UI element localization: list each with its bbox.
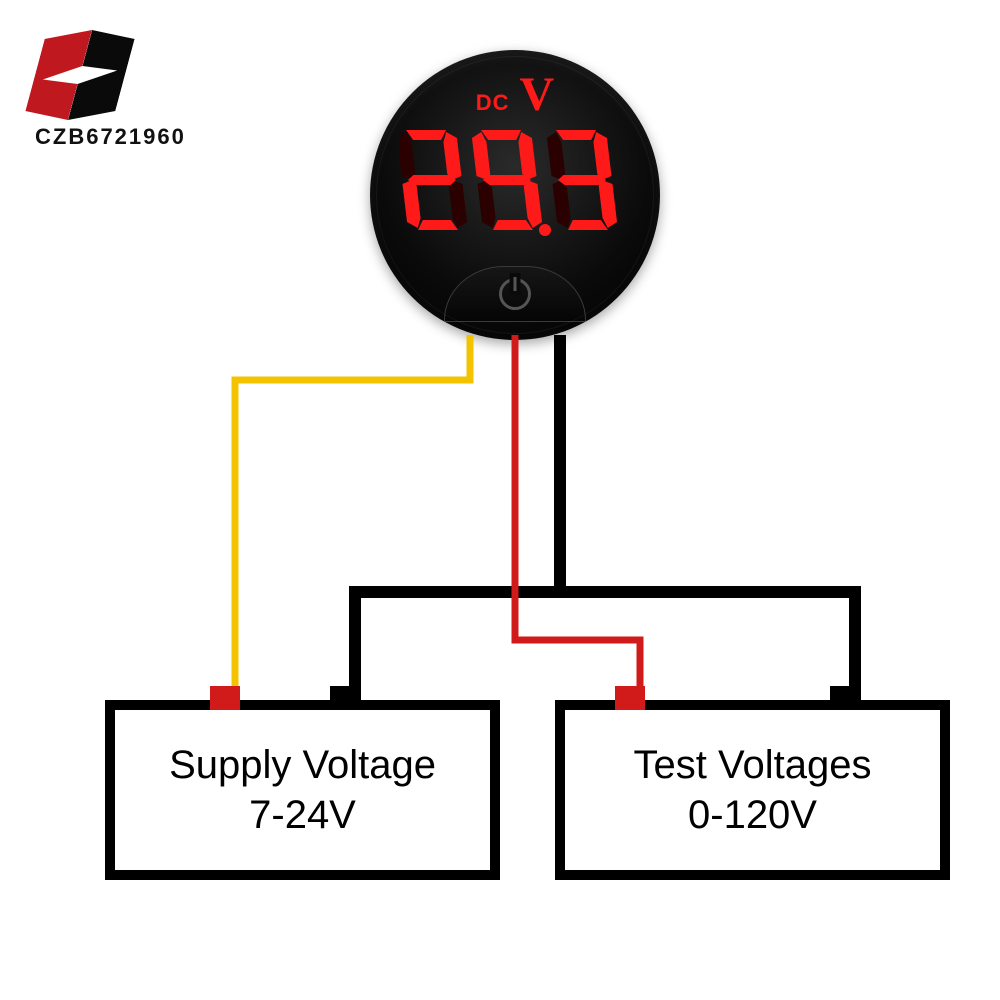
brand-logo: CZB6721960 [35, 30, 186, 150]
touch-button[interactable] [444, 266, 586, 322]
brand-code: CZB6721960 [35, 124, 186, 150]
test-range: 0-120V [688, 790, 817, 840]
test-negative-terminal [830, 686, 860, 710]
supply-negative-terminal [330, 686, 360, 710]
supply-voltage-box: Supply Voltage 7-24V [105, 700, 500, 880]
test-voltage-box: Test Voltages 0-120V [555, 700, 950, 880]
meter-header: DC V [476, 76, 554, 116]
test-positive-terminal [615, 686, 645, 710]
supply-positive-terminal [210, 686, 240, 710]
seven-segment-display [400, 120, 630, 240]
power-icon [499, 278, 531, 310]
unit-label: V [520, 76, 555, 114]
diagram-canvas: { "watermark": { "code": "CZB6721960", "… [0, 0, 1000, 1000]
supply-range: 7-24V [249, 790, 356, 840]
voltmeter-device: DC V [370, 50, 660, 340]
supply-title: Supply Voltage [169, 740, 436, 790]
logo-mark [23, 30, 137, 120]
dc-label: DC [476, 90, 510, 116]
test-title: Test Voltages [634, 740, 872, 790]
